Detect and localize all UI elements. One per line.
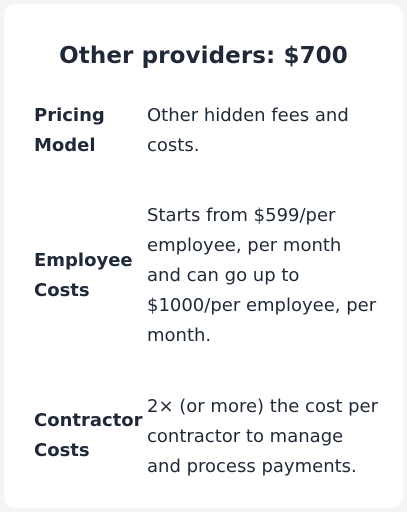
row-label-contractor-costs: Contractor Costs xyxy=(34,406,143,466)
row-value-pricing-model: Other hidden fees and costs. xyxy=(147,101,387,161)
value-line: and process payments. xyxy=(147,456,357,477)
card-title: Other providers: $700 xyxy=(59,43,348,69)
label-line: Model xyxy=(34,135,96,156)
value-line: employee, per month xyxy=(147,235,342,256)
label-line: Costs xyxy=(34,280,90,301)
label-line: Pricing xyxy=(34,105,105,126)
value-line: 2× (or more) the cost per xyxy=(147,396,379,417)
value-line: Other hidden fees and xyxy=(147,105,349,126)
label-line: Costs xyxy=(34,440,90,461)
value-line: Starts from $599/per xyxy=(147,205,336,226)
label-line: Employee xyxy=(34,250,133,271)
row-value-contractor-costs: 2× (or more) the cost per contractor to … xyxy=(147,392,387,482)
label-line: Contractor xyxy=(34,410,143,431)
row-value-employee-costs: Starts from $599/per employee, per month… xyxy=(147,201,387,351)
row-label-employee-costs: Employee Costs xyxy=(34,246,139,306)
value-line: contractor to manage xyxy=(147,426,344,447)
value-line: and can go up to xyxy=(147,265,300,286)
row-label-pricing-model: Pricing Model xyxy=(34,101,139,161)
value-line: $1000/per employee, per xyxy=(147,295,377,316)
value-line: month. xyxy=(147,325,212,346)
value-line: costs. xyxy=(147,135,200,156)
pricing-comparison-card: Other providers: $700 Pricing Model Othe… xyxy=(4,4,403,508)
